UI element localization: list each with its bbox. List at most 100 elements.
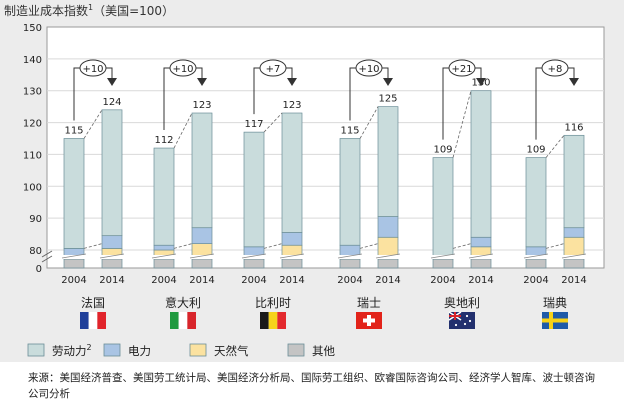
bar-labor-2004 xyxy=(525,157,547,248)
legend-label-labor: 劳动力2 xyxy=(52,343,92,358)
bar-labor-2004 xyxy=(339,138,361,246)
dashed-connector xyxy=(545,243,565,249)
flag-star xyxy=(468,319,472,323)
source-note: 来源：美国经济普查、美国劳工统计局、美国经济分析局、国际劳工组织、欧睿国际咨询公… xyxy=(28,372,595,400)
change-badge xyxy=(541,59,569,77)
bar-break-mark xyxy=(523,253,549,259)
bar-labor-2004 xyxy=(432,157,454,260)
dashed-connector xyxy=(173,112,193,149)
bar-break-mark xyxy=(189,253,215,259)
x-tick-label: 2004 xyxy=(523,275,548,286)
legend-swatch-natural_gas xyxy=(189,343,207,357)
flag-stripe xyxy=(268,312,278,329)
bar-other-2014 xyxy=(191,258,213,269)
austria-flag xyxy=(448,311,475,329)
change-label: +7 xyxy=(266,64,281,75)
x-tick-label: 2004 xyxy=(241,275,266,286)
bar-break-mark xyxy=(337,253,363,259)
x-tick-label: 2014 xyxy=(561,275,586,286)
bar-break-mark xyxy=(561,253,587,259)
x-tick-label: 2014 xyxy=(468,275,493,286)
bar-labor-2004 xyxy=(153,147,175,246)
change-label: +21 xyxy=(451,64,472,75)
country-label: 法国 xyxy=(81,296,105,310)
legend-swatch-labor xyxy=(27,343,45,357)
dashed-connector xyxy=(359,243,379,249)
bar-labor-2014 xyxy=(563,134,585,229)
bar-break-mark xyxy=(61,253,87,259)
flag-stripe xyxy=(88,312,98,329)
legend-swatch-other xyxy=(287,343,305,357)
x-tick-label: 2014 xyxy=(279,275,304,286)
bar-other-2014 xyxy=(101,258,123,269)
dashed-connector xyxy=(359,106,379,139)
bar-labor-2014 xyxy=(377,106,399,217)
y-tick-label: 0 xyxy=(36,264,42,275)
legend-label-electricity: 电力 xyxy=(128,344,151,358)
y-tick-label: 110 xyxy=(23,150,42,161)
bar-electricity-2014 xyxy=(101,235,123,249)
x-tick-label: 2004 xyxy=(61,275,86,286)
data-label: 125 xyxy=(378,94,397,105)
y-tick-label: 80 xyxy=(29,246,42,257)
dashed-connector xyxy=(263,112,283,133)
change-badge xyxy=(355,59,383,77)
x-tick-label: 2014 xyxy=(99,275,124,286)
x-tick-label: 2004 xyxy=(337,275,362,286)
bar-electricity-2014 xyxy=(563,227,585,238)
bar-other-2004 xyxy=(339,258,361,269)
y-tick-label: 130 xyxy=(23,87,42,98)
change-badge xyxy=(448,59,476,77)
data-label: 109 xyxy=(433,145,452,156)
change-label: +10 xyxy=(82,64,103,75)
bar-other-2004 xyxy=(153,258,175,269)
y-tick-label: 140 xyxy=(23,55,42,66)
bar-electricity-2004 xyxy=(153,244,175,251)
flag-stripe xyxy=(260,312,269,329)
bar-break-band xyxy=(338,255,400,259)
bar-electricity-2014 xyxy=(191,227,213,244)
data-label: 115 xyxy=(340,126,359,137)
bar-break-mark xyxy=(241,253,267,259)
dashed-connector xyxy=(452,243,472,249)
bar-break-band xyxy=(431,255,493,259)
bar-labor-2004 xyxy=(243,131,265,248)
flag-stripe xyxy=(277,312,286,329)
legend-swatch-electricity xyxy=(103,343,121,357)
change-arrow xyxy=(107,78,117,86)
flag-star xyxy=(463,322,467,326)
bar-other-2014 xyxy=(281,258,303,269)
change-arrow xyxy=(287,78,297,86)
bar-break-band xyxy=(152,255,214,259)
legend-label-natural_gas: 天然气 xyxy=(214,344,249,358)
flag-star xyxy=(454,323,458,327)
flag-stripe xyxy=(80,312,89,329)
flag-stripe xyxy=(170,312,179,329)
bar-break-mark xyxy=(99,253,125,259)
country-label: 奥地利 xyxy=(444,296,480,310)
bar-break-mark xyxy=(430,253,456,259)
bar-other-2014 xyxy=(377,258,399,269)
bar-break-band xyxy=(524,255,586,259)
bar-labor-2014 xyxy=(191,112,213,229)
change-badge xyxy=(79,59,107,77)
flag-union xyxy=(449,315,461,317)
x-tick-label: 2004 xyxy=(430,275,455,286)
flag-cross xyxy=(363,318,375,323)
bar-other-2014 xyxy=(470,258,492,269)
data-label: 115 xyxy=(64,126,83,137)
dashed-connector xyxy=(452,90,472,158)
bar-break-mark xyxy=(151,253,177,259)
flag-cross xyxy=(542,318,568,323)
axis-break-mark xyxy=(41,255,53,263)
chart-title: 制造业成本指数1（美国=100） xyxy=(4,3,175,18)
change-arrow xyxy=(383,78,393,86)
bar-break-mark xyxy=(375,253,401,259)
belgium-flag xyxy=(260,312,286,329)
bar-break-mark xyxy=(279,253,305,259)
legend-label-other: 其他 xyxy=(312,344,335,358)
data-label: 109 xyxy=(526,145,545,156)
bar-other-2004 xyxy=(432,258,454,269)
data-label: 112 xyxy=(154,135,173,146)
